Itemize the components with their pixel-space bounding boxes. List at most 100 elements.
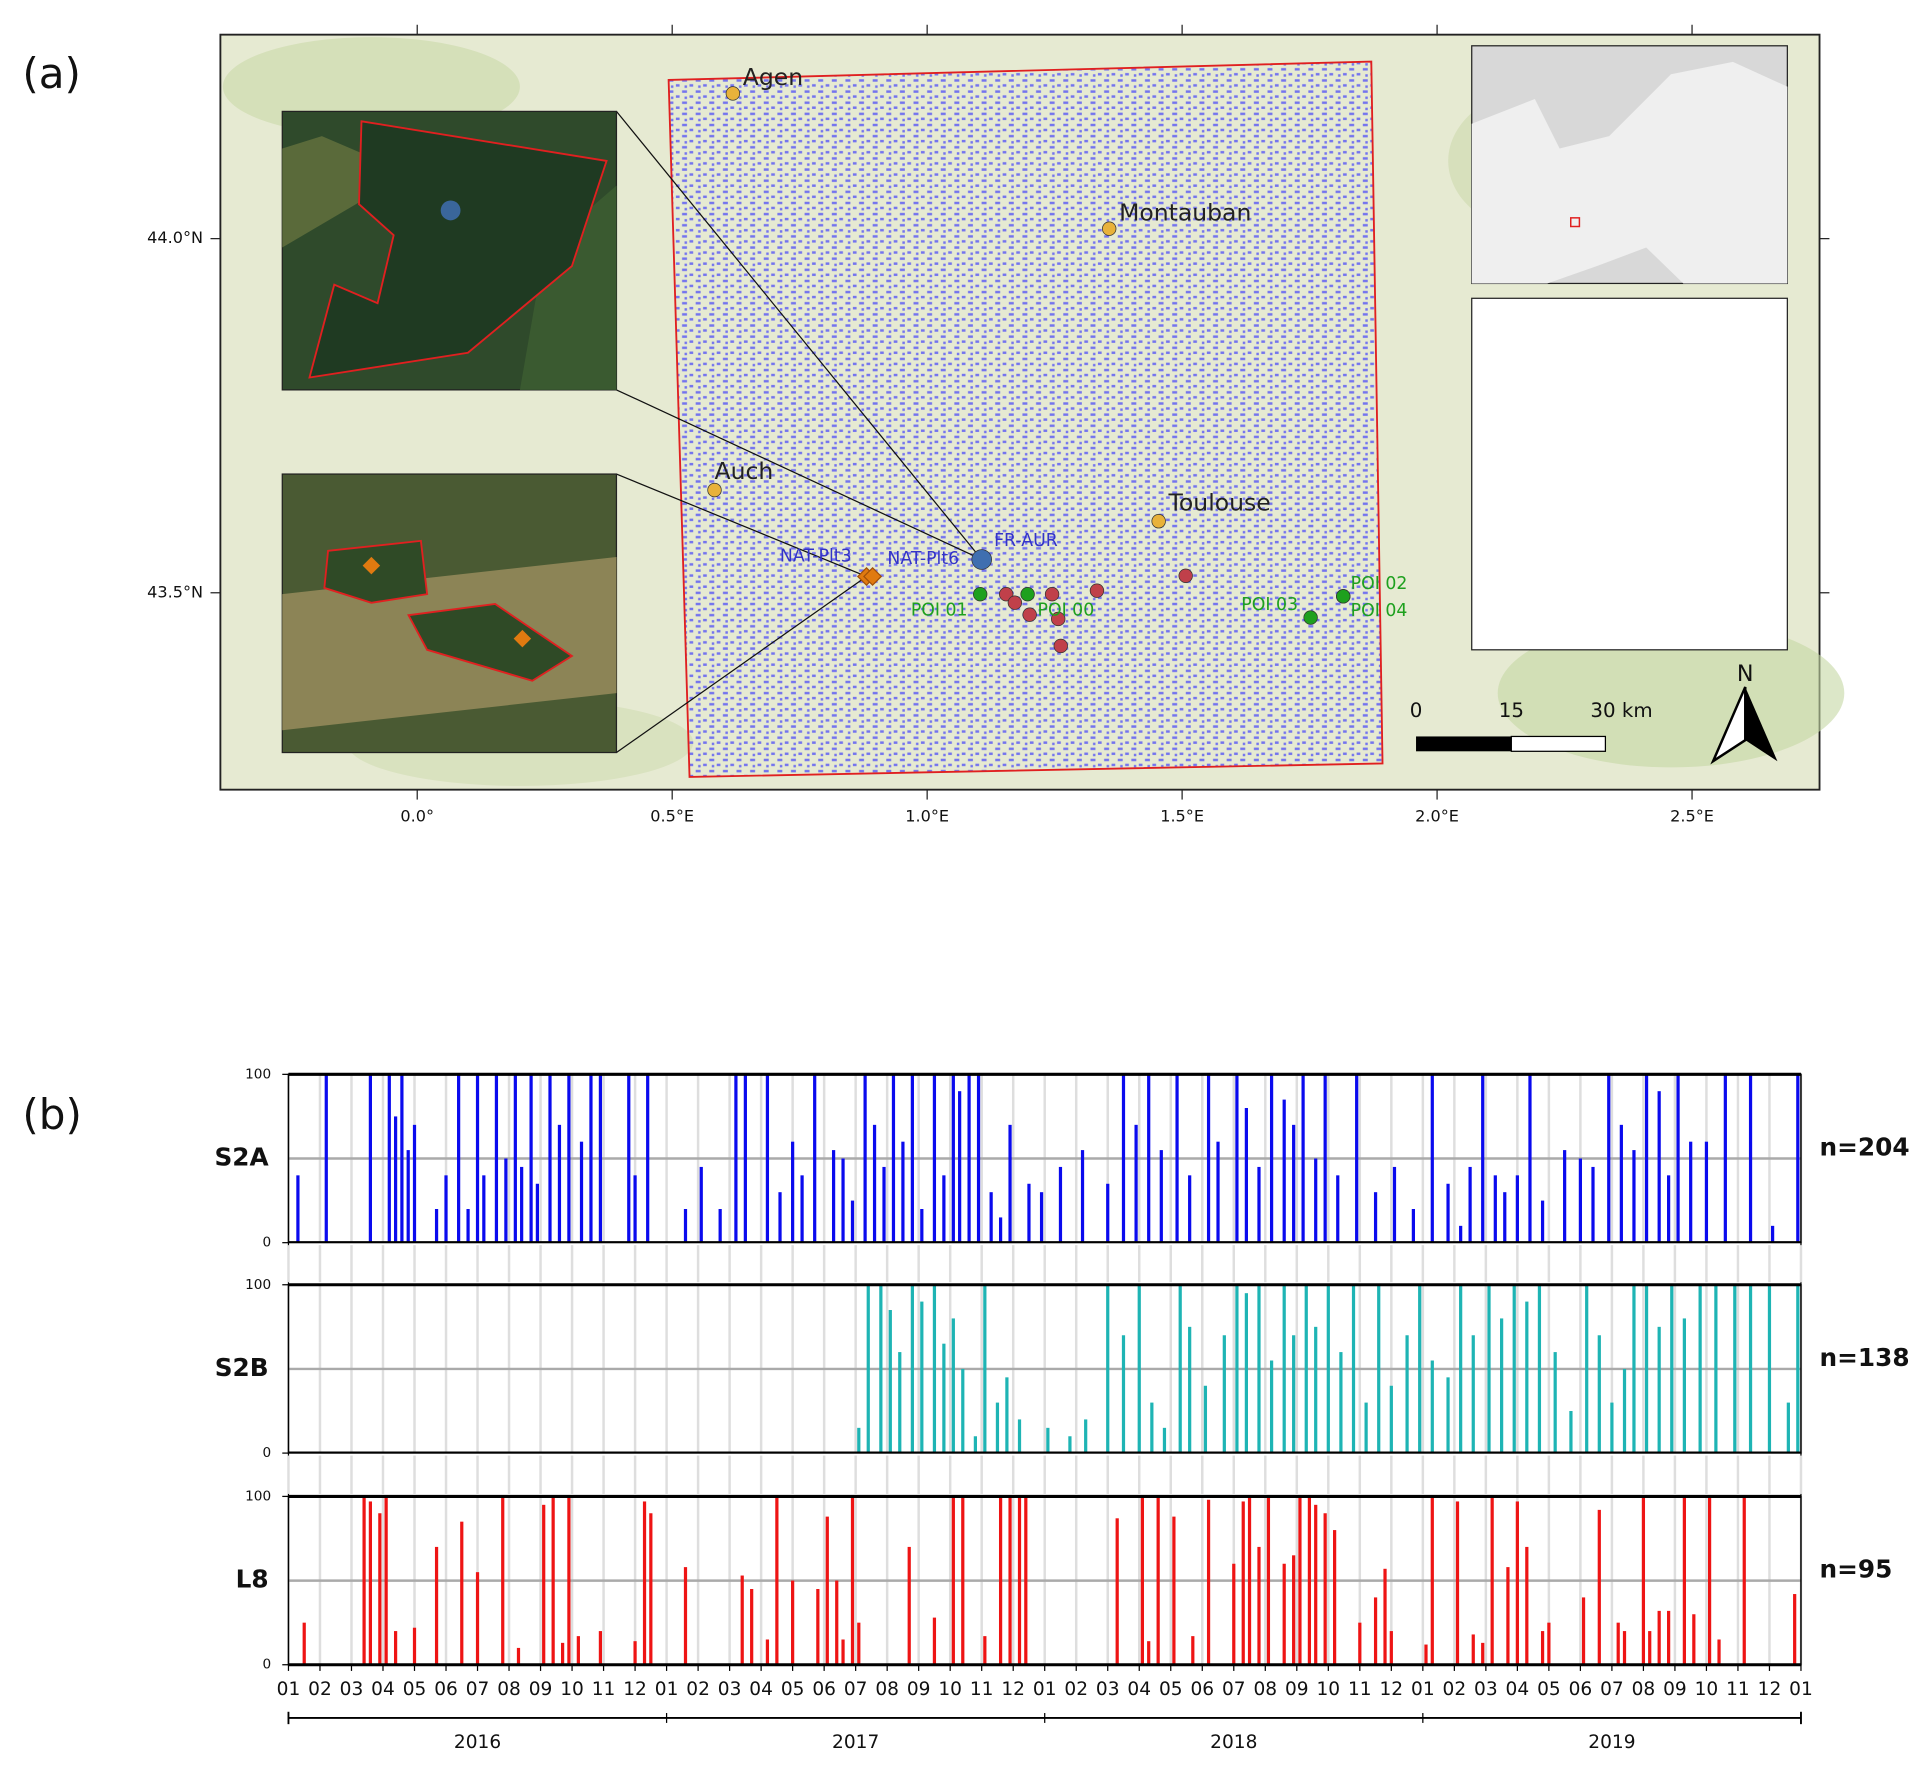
bar	[1471, 1335, 1475, 1454]
bar	[942, 1175, 946, 1243]
y-tick-label: 0	[262, 1445, 271, 1461]
bar	[444, 1175, 448, 1243]
bar	[1364, 1402, 1368, 1454]
bar	[775, 1496, 779, 1665]
bar	[1314, 1504, 1318, 1665]
bar	[1411, 1209, 1415, 1243]
bar	[1512, 1284, 1516, 1454]
bar	[1430, 1360, 1434, 1454]
bar	[1058, 1166, 1063, 1243]
x-tick-label: 04	[1127, 1679, 1151, 1700]
bar	[1203, 1385, 1208, 1454]
bar	[1323, 1513, 1327, 1665]
bar	[627, 1074, 631, 1243]
bar	[598, 1074, 603, 1243]
bar	[513, 1074, 517, 1243]
bar	[998, 1496, 1003, 1665]
bar	[642, 1501, 647, 1665]
x-tick-label: 08	[1632, 1679, 1656, 1700]
bar	[1292, 1124, 1296, 1243]
bar	[1106, 1284, 1110, 1454]
bar	[961, 1496, 965, 1665]
x-tick-label: 06	[1190, 1679, 1214, 1700]
bar	[649, 1513, 653, 1665]
bar	[932, 1617, 937, 1665]
bar	[1307, 1496, 1312, 1665]
bar	[412, 1627, 417, 1665]
scale-label: 30 km	[1590, 699, 1652, 722]
marker	[1044, 587, 1060, 602]
bar	[1446, 1377, 1450, 1454]
y-tick-label: 100	[245, 1066, 271, 1082]
lat-tick-label: 43.5°N	[147, 582, 203, 601]
bar	[1424, 1644, 1428, 1665]
bar	[1581, 1597, 1586, 1665]
marker	[1007, 595, 1023, 610]
bar	[1619, 1124, 1623, 1243]
bar	[1459, 1225, 1463, 1243]
north-arrow	[1745, 686, 1778, 762]
bar	[1216, 1141, 1220, 1243]
lon-tick-label: 1.0°E	[905, 806, 949, 825]
x-tick-label: 10	[938, 1679, 962, 1700]
year-label: 2016	[454, 1732, 501, 1753]
bar	[1162, 1427, 1167, 1454]
inset-connector	[616, 473, 867, 578]
bar	[1430, 1074, 1434, 1243]
inset-tower	[440, 200, 461, 221]
bar	[1134, 1124, 1138, 1243]
point-label: POI 00	[1038, 600, 1095, 620]
bar	[387, 1074, 391, 1243]
bar	[589, 1074, 593, 1243]
bar	[1692, 1614, 1696, 1665]
bar	[1351, 1284, 1356, 1454]
bar	[482, 1175, 486, 1243]
x-tick-label: 08	[497, 1679, 521, 1700]
y-tick-label: 100	[245, 1277, 271, 1293]
bar	[907, 1546, 911, 1665]
bar	[1657, 1091, 1661, 1243]
bar	[1269, 1074, 1274, 1243]
x-tick-label: 06	[812, 1679, 836, 1700]
bar	[551, 1496, 555, 1665]
bar	[1446, 1183, 1450, 1243]
bar	[1698, 1284, 1702, 1454]
bar	[1455, 1501, 1460, 1665]
y-axis-label: S2B	[215, 1353, 269, 1382]
bar	[1121, 1074, 1126, 1243]
bar	[475, 1572, 480, 1665]
bar	[831, 1150, 836, 1243]
bar	[1333, 1530, 1337, 1665]
x-tick-label: 03	[340, 1679, 364, 1700]
x-tick-label: 02	[1064, 1679, 1088, 1700]
marker	[973, 587, 988, 602]
lon-tick-label: 2.0°E	[1415, 806, 1459, 825]
x-tick-label: 08	[1253, 1679, 1277, 1700]
bar	[910, 1074, 914, 1243]
bar	[1373, 1597, 1378, 1665]
bar	[1257, 1546, 1261, 1665]
bar	[872, 1124, 877, 1243]
bar	[1257, 1166, 1261, 1243]
lon-tick-label: 0.0°	[400, 806, 434, 825]
bar	[951, 1318, 955, 1454]
x-tick-label: 07	[1600, 1679, 1624, 1700]
bar	[995, 1402, 1000, 1454]
bar	[1314, 1158, 1318, 1243]
bar	[1339, 1352, 1343, 1454]
bar	[560, 1642, 565, 1665]
x-tick-label: 08	[875, 1679, 899, 1700]
bar	[362, 1496, 366, 1665]
bar	[1027, 1183, 1031, 1243]
x-tick-label: 07	[844, 1679, 868, 1700]
bar	[850, 1496, 855, 1665]
bar	[368, 1501, 372, 1665]
x-tick-label: 06	[1569, 1679, 1593, 1700]
point-label: POI 01	[911, 600, 968, 620]
bar	[1068, 1436, 1072, 1454]
x-tick-label: 06	[434, 1679, 458, 1700]
bar	[1206, 1499, 1211, 1665]
bar	[535, 1183, 540, 1243]
bar	[825, 1516, 829, 1665]
bar	[1490, 1496, 1494, 1665]
